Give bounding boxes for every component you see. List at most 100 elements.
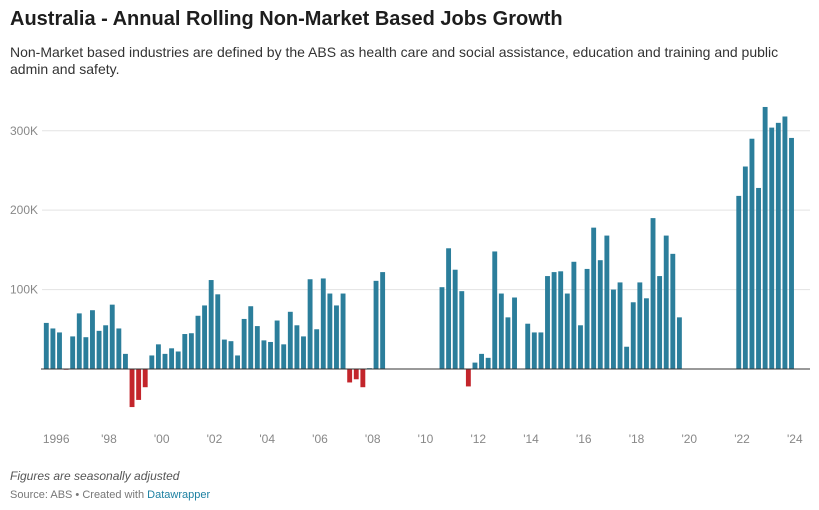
bar [175, 351, 181, 369]
bar [531, 332, 537, 369]
bar [57, 332, 62, 369]
bar [109, 304, 115, 369]
bar [103, 325, 109, 369]
bar [538, 332, 544, 369]
bar [749, 138, 755, 369]
bar [169, 348, 175, 369]
bar [670, 253, 676, 369]
bar [221, 339, 227, 369]
bar [459, 291, 465, 369]
bar [155, 344, 161, 369]
bar [43, 322, 49, 369]
bar [624, 346, 630, 369]
bar [657, 276, 663, 369]
bar [492, 251, 498, 369]
bar [446, 248, 452, 369]
bar [558, 271, 564, 369]
bar [498, 293, 504, 369]
bar [465, 368, 471, 387]
x-tick-label: '02 [207, 432, 223, 446]
bar [327, 293, 333, 369]
bar [353, 368, 359, 380]
bar [650, 218, 656, 369]
bar [663, 235, 669, 369]
bar [775, 122, 781, 369]
x-tick-label: '04 [259, 432, 275, 446]
bar [762, 106, 768, 369]
bar [551, 272, 557, 369]
bar [248, 306, 254, 369]
bar [122, 353, 128, 369]
bar [287, 311, 293, 369]
bar [136, 368, 142, 400]
bar [314, 329, 320, 369]
bar [617, 282, 623, 369]
bar [320, 278, 326, 369]
bar [215, 294, 221, 369]
chart-title: Australia - Annual Rolling Non-Market Ba… [10, 8, 563, 30]
bar [347, 368, 353, 383]
bar [479, 353, 484, 369]
bar [571, 261, 577, 369]
bar [274, 320, 280, 369]
bar [202, 305, 208, 369]
bar [149, 355, 155, 369]
bar [637, 282, 643, 369]
bar [604, 235, 610, 369]
source: Source: ABS • Created with [10, 489, 148, 501]
bar [782, 116, 788, 369]
bar [83, 337, 89, 369]
credit-link[interactable]: Datawrapper [147, 489, 211, 501]
bar [545, 276, 550, 369]
footer: Source: ABS • Created with Datawrapper [10, 489, 210, 501]
bar [525, 323, 531, 369]
bar [439, 287, 445, 369]
bar [643, 298, 649, 369]
label-bg [8, 280, 42, 299]
bar [307, 279, 313, 369]
bar [182, 334, 188, 369]
bar [261, 340, 267, 369]
bar [70, 336, 76, 369]
bar [360, 368, 366, 388]
bar [129, 368, 135, 408]
y-tick-label: 200K [10, 203, 38, 217]
bar [485, 357, 491, 369]
bar [254, 326, 260, 369]
bar [188, 333, 194, 369]
bar [142, 368, 148, 388]
bar [611, 289, 616, 369]
bar [162, 353, 168, 369]
x-tick-label: '16 [576, 432, 592, 446]
bar [769, 127, 775, 369]
x-tick-label: '18 [629, 432, 645, 446]
bar [742, 166, 748, 369]
x-tick-label: '98 [101, 432, 117, 446]
bar [736, 195, 742, 369]
bar [789, 137, 794, 369]
x-tick-label: 1996 [43, 432, 70, 446]
bar [76, 313, 82, 369]
y-tick-label: 100K [10, 283, 38, 297]
bar [208, 280, 214, 369]
x-tick-label: '14 [523, 432, 539, 446]
bar [676, 317, 682, 369]
bar [96, 330, 102, 369]
bar [564, 293, 570, 369]
bar [50, 328, 56, 369]
bar [756, 187, 761, 369]
bar [380, 272, 386, 369]
bar [584, 268, 590, 369]
chart-subtitle: Non-Market based industries are defined … [10, 44, 779, 77]
x-tick-label: '08 [365, 432, 381, 446]
bar [228, 341, 234, 369]
y-tick-label: 300K [10, 124, 38, 138]
bar [452, 269, 458, 369]
x-tick-label: '22 [734, 432, 750, 446]
x-tick-label: '24 [787, 432, 803, 446]
bar [512, 297, 517, 369]
bar [116, 328, 122, 369]
notes: Figures are seasonally adjusted [10, 469, 180, 483]
bar [90, 310, 95, 369]
